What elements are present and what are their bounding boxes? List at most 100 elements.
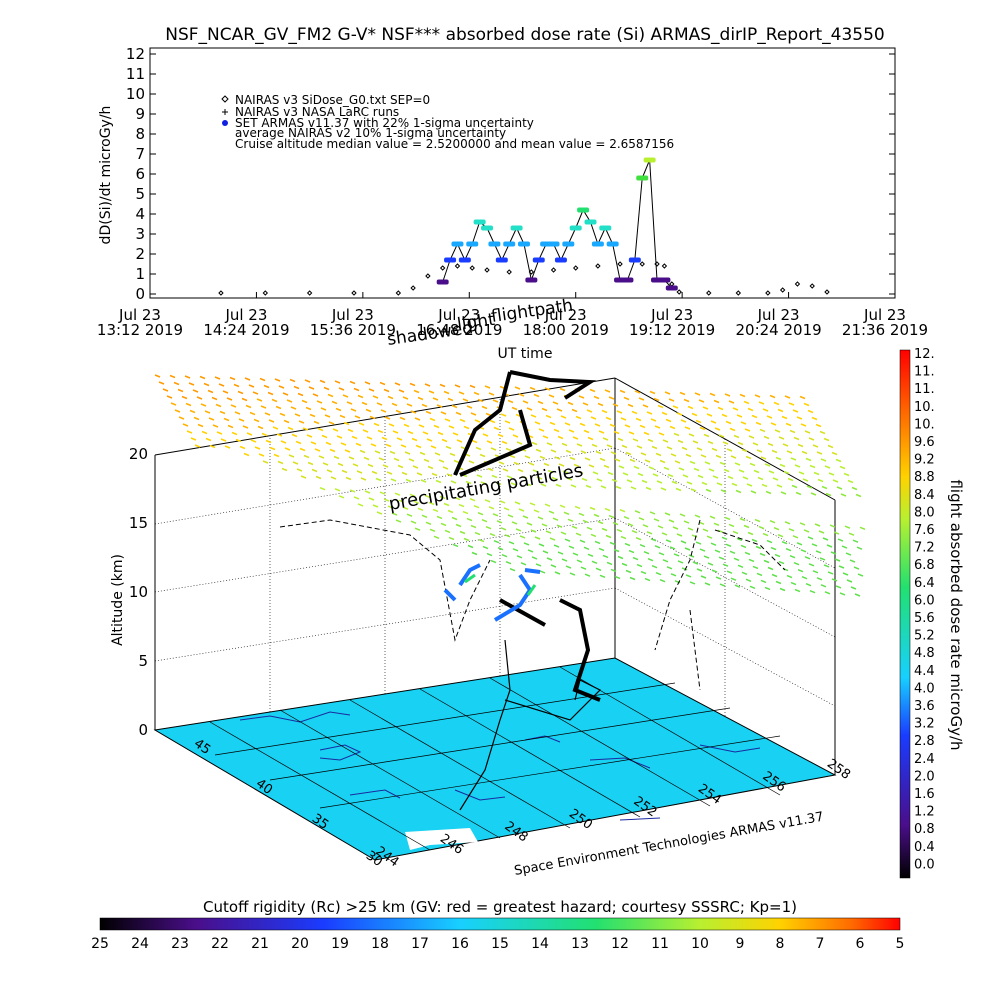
particle-dash — [432, 397, 439, 401]
flight-ground-track — [459, 639, 602, 811]
x-tick-time: 14:24 2019 — [203, 321, 289, 339]
x-tick-time: 20:24 2019 — [735, 321, 821, 339]
particle-dash — [371, 470, 378, 475]
particle-dash — [283, 419, 290, 424]
particle-dash — [350, 408, 357, 412]
particle-dash — [677, 439, 684, 444]
particle-dash — [468, 460, 475, 464]
nairas-point — [410, 285, 416, 291]
particle-dash — [646, 531, 653, 535]
particle-dash — [708, 468, 715, 472]
particle-dash — [589, 506, 596, 511]
particle-dash — [587, 553, 594, 557]
x-tick-date: Jul 23 — [118, 306, 161, 324]
particle-dash — [505, 447, 512, 452]
particle-dash — [507, 514, 514, 518]
particle-dash — [657, 404, 664, 409]
particle-dash — [181, 395, 188, 400]
particle-dash — [614, 458, 621, 462]
particle-dash — [529, 386, 536, 391]
particle-dash — [370, 443, 377, 447]
particle-dash — [812, 444, 819, 448]
y-tick-label: 9 — [135, 105, 145, 123]
particle-dash — [777, 408, 784, 413]
particle-dash — [715, 454, 722, 459]
particle-dash — [719, 461, 726, 466]
dose-colorbar-tick: 7.6 — [914, 523, 935, 538]
particle-dash — [471, 439, 478, 444]
particle-dash — [775, 580, 782, 585]
particle-dash — [716, 482, 723, 486]
particle-dash — [751, 414, 758, 419]
nairas-point — [425, 273, 431, 279]
particle-dash — [694, 392, 701, 396]
particle-dash — [571, 525, 578, 529]
particle-dash — [513, 461, 520, 466]
particle-dash — [431, 472, 438, 477]
particle-dash — [775, 456, 782, 461]
particle-dash — [446, 473, 453, 477]
particle-dash — [491, 474, 498, 479]
particle-dash — [347, 428, 354, 433]
particle-dash — [726, 570, 733, 574]
particle-dash — [178, 416, 185, 420]
particle-dash — [632, 556, 639, 561]
particle-dash — [784, 521, 791, 525]
particle-dash — [804, 430, 811, 434]
nairas-point — [454, 263, 461, 269]
rigidity-colorbar-tick: 22 — [211, 936, 229, 952]
particle-dash — [337, 462, 344, 467]
nairas-point — [351, 290, 357, 296]
particle-dash — [737, 441, 744, 446]
particle-dash — [439, 383, 446, 388]
particle-dash — [599, 457, 606, 462]
dose-colorbar-tick: 4.0 — [914, 681, 935, 696]
particle-dash — [662, 439, 669, 443]
particle-dash — [811, 416, 818, 421]
y-tick-label: 0 — [135, 285, 145, 303]
particle-dash — [261, 432, 268, 437]
particle-dash — [500, 413, 507, 417]
particle-dash — [558, 463, 565, 467]
particle-dash — [204, 410, 211, 414]
particle-dash — [192, 389, 199, 393]
particle-dash — [845, 552, 852, 556]
figure-title: NSF_NCAR_GV_FM2 G-V* NSF*** absorbed dos… — [165, 25, 884, 45]
particle-dash — [662, 559, 669, 563]
particle-dash — [284, 447, 291, 451]
particle-dash — [580, 450, 587, 454]
particle-dash — [653, 518, 660, 522]
dose-colorbar-tick: 6.0 — [914, 593, 935, 608]
particle-dash — [411, 437, 418, 442]
particle-dash — [755, 545, 762, 550]
particle-dash — [415, 444, 422, 449]
particle-dash — [214, 376, 221, 380]
particle-dash — [779, 587, 786, 592]
dose-colorbar-tick: 1.2 — [914, 805, 935, 820]
x-tick-time: 19:12 2019 — [629, 321, 715, 339]
particle-dash — [835, 585, 842, 589]
particle-dash — [194, 444, 201, 448]
particle-dash — [366, 436, 373, 440]
particle-dash — [777, 534, 784, 538]
particle-dash — [505, 561, 512, 565]
legend-marker-dot — [222, 120, 228, 126]
particle-dash — [672, 405, 679, 409]
particle-dash — [733, 557, 740, 561]
particle-dash — [286, 399, 293, 403]
particle-dash — [679, 391, 686, 396]
rigidity-colorbar-tick: 25 — [91, 936, 109, 952]
particle-dash — [470, 412, 477, 416]
particle-dash — [561, 558, 568, 562]
particle-dash — [216, 431, 223, 435]
dose-colorbar-tick: 0.0 — [914, 857, 935, 872]
particle-dash — [733, 434, 740, 439]
y-tick-label: 2 — [135, 245, 145, 263]
particle-dash — [365, 408, 372, 413]
particle-dash — [771, 449, 778, 454]
particle-dash — [338, 495, 345, 499]
z-tick-label: 20 — [129, 445, 148, 463]
particle-dash — [670, 453, 677, 457]
particle-dash — [703, 555, 710, 559]
particle-dash — [421, 514, 428, 518]
